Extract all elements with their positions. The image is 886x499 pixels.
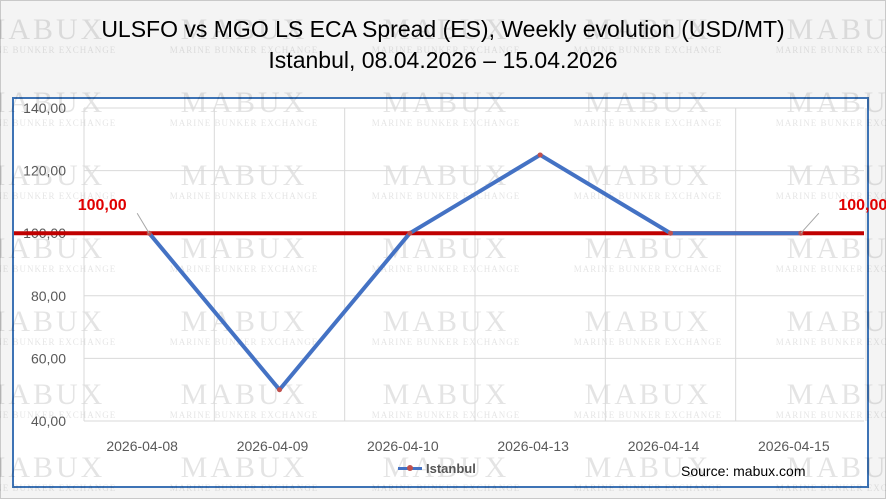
x-tick-label: 2026-04-14 (628, 438, 700, 454)
data-point (537, 152, 543, 158)
y-tick-label: 140,00 (23, 100, 66, 116)
chart-title-line1: ULSFO vs MGO LS ECA Spread (ES), Weekly … (101, 16, 785, 42)
data-label: 100,00 (838, 197, 886, 214)
x-tick-label: 2026-04-08 (106, 438, 178, 454)
annotation-leader (800, 212, 820, 234)
data-point (407, 230, 413, 236)
y-tick-label: 40,00 (31, 413, 66, 429)
data-point (277, 387, 282, 393)
y-tick-label: 80,00 (31, 288, 66, 304)
x-tick-label: 2026-04-09 (237, 438, 309, 454)
y-tick-label: 120,00 (23, 163, 66, 179)
chart-frame (12, 97, 869, 488)
y-tick-label: 60,00 (31, 350, 66, 366)
chart-title: ULSFO vs MGO LS ECA Spread (ES), Weekly … (0, 14, 886, 76)
legend: Istanbul (398, 460, 476, 476)
annotation-leader (136, 212, 150, 234)
chart-title-line2: Istanbul, 08.04.2026 – 15.04.2026 (268, 47, 618, 73)
x-tick-label: 2026-04-15 (758, 438, 830, 454)
legend-line-icon (398, 464, 422, 471)
data-point (668, 230, 673, 236)
source-note: Source: mabux.com (681, 463, 806, 479)
legend-label-istanbul: Istanbul (426, 460, 476, 476)
x-tick-label: 2026-04-10 (367, 438, 439, 454)
series-line-istanbul (147, 152, 803, 392)
x-tick-label: 2026-04-13 (497, 438, 569, 454)
data-label: 100,00 (78, 197, 127, 214)
